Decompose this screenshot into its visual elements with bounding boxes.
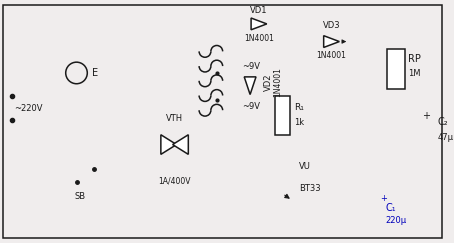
Polygon shape	[324, 36, 340, 47]
Text: VD3: VD3	[323, 21, 340, 30]
Text: ~9V: ~9V	[242, 62, 260, 71]
Text: +: +	[380, 194, 387, 203]
Text: 1M: 1M	[408, 69, 420, 78]
Text: E: E	[92, 68, 99, 78]
Text: C₁: C₁	[385, 203, 396, 213]
Bar	[275, 95, 290, 135]
Text: 220μ: 220μ	[385, 216, 407, 225]
Text: ~220V: ~220V	[14, 104, 42, 113]
Text: C₂: C₂	[438, 117, 448, 127]
Text: 1N4001: 1N4001	[244, 34, 274, 43]
Text: VD1: VD1	[250, 6, 268, 15]
Text: R₁: R₁	[294, 103, 304, 112]
Text: 1N4001: 1N4001	[274, 67, 283, 97]
Text: 1N4001: 1N4001	[316, 51, 346, 60]
Text: VD2: VD2	[264, 73, 273, 91]
Text: ~9V: ~9V	[242, 102, 260, 111]
Polygon shape	[173, 135, 188, 154]
Polygon shape	[161, 135, 177, 154]
Polygon shape	[244, 77, 256, 95]
Bar	[387, 49, 405, 89]
Text: SB: SB	[75, 192, 86, 201]
Text: BT33: BT33	[299, 184, 321, 193]
Text: +: +	[422, 111, 429, 121]
Text: 1k: 1k	[294, 119, 304, 128]
Text: VTH: VTH	[166, 114, 183, 123]
Text: 47μ: 47μ	[438, 133, 454, 142]
Text: VU: VU	[299, 162, 311, 171]
Text: 1A/400V: 1A/400V	[158, 177, 191, 186]
Polygon shape	[251, 18, 267, 30]
Text: RP: RP	[408, 54, 421, 64]
